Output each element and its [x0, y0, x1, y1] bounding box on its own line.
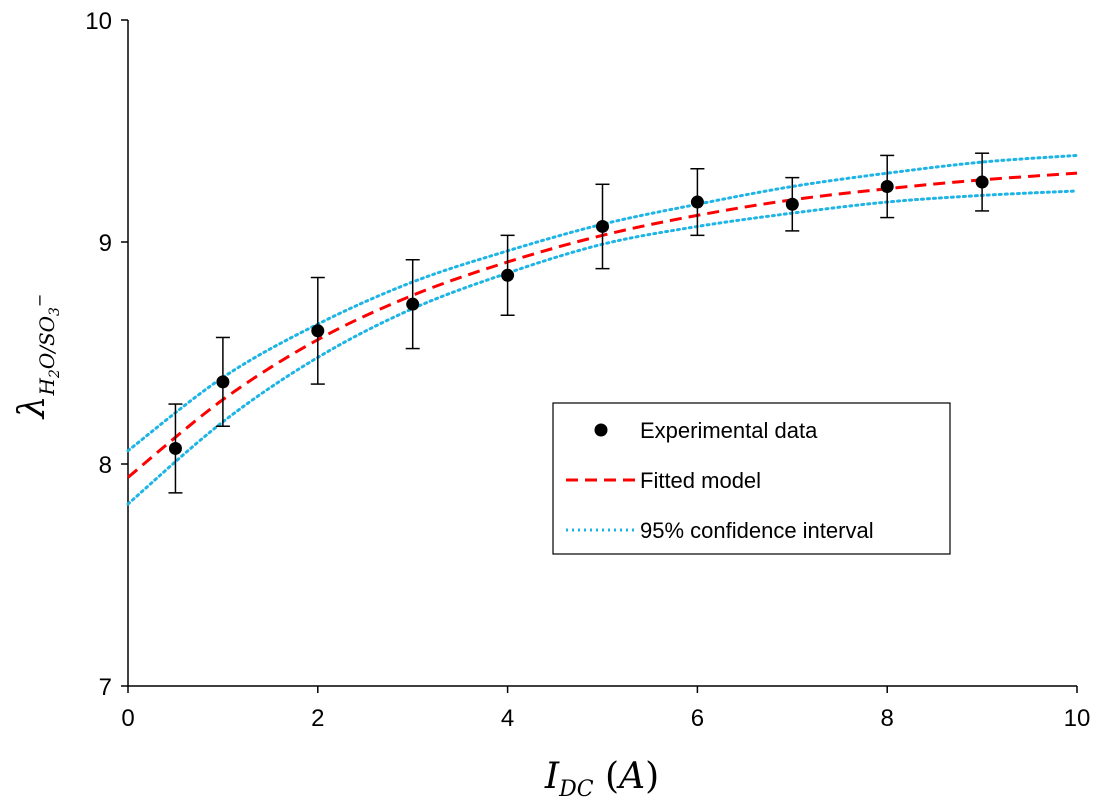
series-lines: [126, 153, 1079, 506]
y-tick-label: 10: [85, 8, 112, 35]
fitted-model-line: [127, 171, 1078, 479]
x-axis-ticks: 0 2 4 6 8 10: [121, 686, 1090, 732]
y-tick-label: 9: [99, 230, 112, 257]
x-tick-label: 6: [691, 705, 704, 732]
experimental-point: [690, 195, 704, 209]
y-axis-title: λH2O/SO3−: [12, 294, 63, 421]
x-tick-label: 8: [881, 705, 894, 732]
y-tick-label: 7: [99, 674, 112, 701]
y-tick-label: 8: [99, 452, 112, 479]
x-axis-title: IDC (A): [544, 756, 659, 802]
legend-box: [552, 402, 951, 555]
experimental-point: [311, 324, 325, 338]
confidence-interval-line: [126, 189, 1079, 506]
experimental-point: [501, 268, 515, 282]
experimental-point: [880, 180, 894, 193]
data-points: [168, 175, 989, 455]
experimental-point: [406, 297, 420, 311]
legend-label-confidence: 95% confidence interval: [640, 518, 874, 543]
legend-label-experimental: Experimental data: [640, 418, 818, 443]
experimental-point: [596, 219, 609, 233]
x-tick-label: 0: [121, 705, 134, 732]
confidence-interval-line: [126, 153, 1079, 453]
legend: Experimental data Fitted model 95% confi…: [552, 402, 951, 555]
x-tick-label: 10: [1064, 705, 1091, 732]
experimental-point: [785, 197, 799, 211]
experimental-point: [975, 175, 989, 189]
experimental-point: [168, 441, 182, 455]
legend-label-fitted: Fitted model: [640, 468, 761, 493]
legend-marker-experimental: [594, 423, 608, 437]
x-tick-label: 4: [501, 705, 514, 732]
y-axis-ticks: 7 8 9 10: [85, 8, 128, 701]
x-tick-label: 2: [311, 705, 324, 732]
experimental-point: [216, 375, 230, 389]
